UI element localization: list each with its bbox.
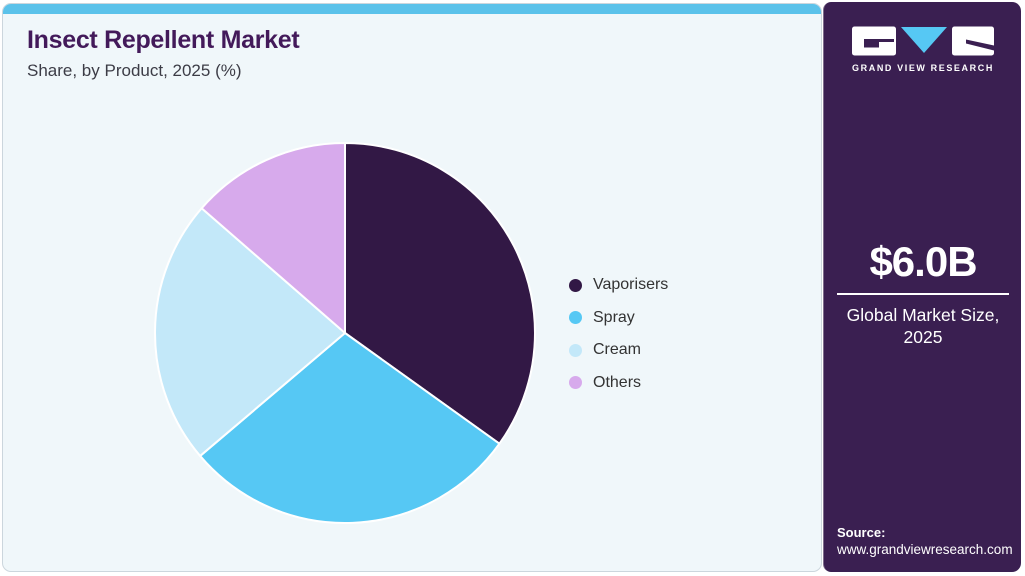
pie-slice-cream: [154, 207, 346, 457]
market-size-block: $6.0B Global Market Size, 2025: [824, 238, 1022, 349]
legend-item-others: Others: [569, 367, 668, 400]
pie-chart: [151, 139, 539, 527]
source-label: Source:: [837, 525, 886, 540]
market-size-label-line2: 2025: [903, 327, 943, 348]
market-size-label: Global Market Size, 2025: [824, 304, 1022, 349]
legend-item-cream: Cream: [569, 334, 668, 367]
sidebar: GRAND VIEW RESEARCH $6.0B Global Market …: [823, 2, 1021, 572]
market-size-value: $6.0B: [869, 238, 977, 285]
accent-topbar: [3, 4, 821, 14]
chart-legend: Vaporisers Spray Cream Others: [569, 269, 668, 399]
legend-item-vaporisers: Vaporisers: [569, 269, 668, 302]
legend-item-spray: Spray: [569, 302, 668, 335]
legend-dot-icon: [569, 278, 582, 292]
gvr-logo-icon: [852, 26, 994, 56]
legend-label: Others: [593, 373, 642, 391]
logo-letter-r: [952, 26, 994, 56]
market-size-divider: [837, 293, 1009, 295]
legend-label: Vaporisers: [593, 276, 669, 294]
chart-card: Insect Repellent Market Share, by Produc…: [2, 3, 822, 572]
legend-label: Spray: [593, 308, 635, 326]
page-subtitle: Share, by Product, 2025 (%): [27, 60, 242, 80]
gvr-logo: GRAND VIEW RESEARCH: [824, 26, 1022, 73]
source-block: Source: www.grandviewresearch.com: [837, 525, 1013, 557]
legend-dot-icon: [569, 343, 582, 357]
pie-slice-spray: [199, 332, 501, 524]
legend-label: Cream: [593, 341, 642, 359]
logo-letter-v: [901, 27, 947, 53]
market-size-label-line1: Global Market Size,: [846, 305, 1000, 325]
pie-slice-others: [200, 142, 346, 334]
source-url-link[interactable]: www.grandviewresearch.com: [837, 542, 1013, 557]
gvr-logo-wordmark: GRAND VIEW RESEARCH: [852, 63, 994, 73]
page-title: Insect Repellent Market: [27, 26, 300, 54]
pie-slice-vaporisers: [344, 142, 536, 445]
legend-dot-icon: [569, 311, 582, 325]
logo-letter-g: [852, 26, 896, 56]
legend-dot-icon: [569, 376, 582, 390]
title-block: Insect Repellent Market Share, by Produc…: [27, 26, 300, 81]
pie-svg: [154, 142, 536, 524]
